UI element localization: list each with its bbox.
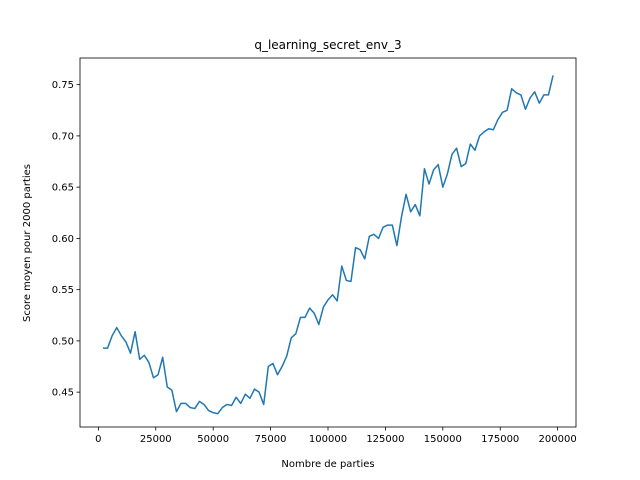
x-tick-label: 150000 [424,434,462,445]
series-line [102,75,554,415]
x-tick-label: 100000 [309,434,347,445]
x-tick-label: 25000 [140,434,172,445]
y-axis-label: Score moyen pour 2000 parties [22,164,33,322]
x-tick-label: 175000 [481,434,519,445]
x-tick-label: 0 [95,434,101,445]
x-tick-label: 200000 [539,434,577,445]
y-tick-label: 0.50 [52,336,74,347]
chart-title: q_learning_secret_env_3 [254,38,401,52]
y-tick-label: 0.75 [52,80,74,91]
y-tick-label: 0.55 [52,285,74,296]
y-axis: 0.45 0.50 0.55 0.60 0.65 0.70 0.75 [52,80,80,399]
x-axis-label: Nombre de parties [281,459,374,470]
x-tick-label: 50000 [197,434,229,445]
y-tick-label: 0.65 [52,183,74,194]
x-tick-label: 125000 [366,434,404,445]
x-tick-label: 75000 [255,434,287,445]
y-tick-label: 0.45 [52,388,74,399]
y-tick-label: 0.70 [52,131,74,142]
plot-area [102,75,554,415]
y-tick-label: 0.60 [52,234,74,245]
x-axis: 0 25000 50000 75000 100000 125000 150000 175000… [95,427,577,445]
